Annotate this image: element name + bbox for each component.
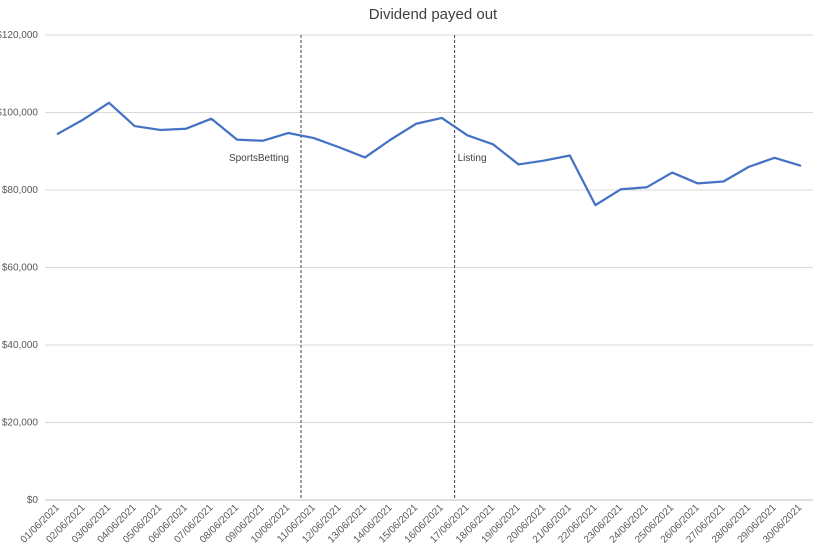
data-point <box>492 143 494 145</box>
data-point <box>210 118 212 120</box>
data-point <box>133 125 135 127</box>
y-tick-label: $20,000 <box>2 418 39 429</box>
data-point <box>466 134 468 136</box>
annotation-label: Listing <box>458 153 487 164</box>
y-tick-label: $100,000 <box>0 108 38 119</box>
data-point <box>415 123 417 125</box>
data-point <box>748 166 750 168</box>
data-point <box>364 156 366 158</box>
y-tick-label: $80,000 <box>2 185 39 196</box>
data-point <box>697 182 699 184</box>
data-point <box>594 204 596 206</box>
y-tick-label: $120,000 <box>0 30 38 41</box>
data-point <box>185 128 187 130</box>
data-point <box>261 140 263 142</box>
y-tick-label: $40,000 <box>2 340 39 351</box>
data-point <box>236 138 238 140</box>
data-point <box>287 132 289 134</box>
data-point <box>543 159 545 161</box>
data-point <box>441 117 443 119</box>
y-tick-label: $60,000 <box>2 263 39 274</box>
data-point <box>722 180 724 182</box>
data-point <box>773 157 775 159</box>
data-point <box>57 133 59 135</box>
series-line <box>56 101 802 207</box>
data-point <box>338 146 340 148</box>
data-point <box>620 188 622 190</box>
data-point <box>389 138 391 140</box>
data-point <box>517 163 519 165</box>
y-tick-label: $0 <box>27 495 39 506</box>
chart-title: Dividend payed out <box>369 6 498 23</box>
data-point <box>108 102 110 104</box>
annotation-label: SportsBetting <box>229 153 289 164</box>
data-point <box>799 164 801 166</box>
data-point <box>671 171 673 173</box>
data-point <box>569 154 571 156</box>
data-point <box>645 186 647 188</box>
data-point <box>159 129 161 131</box>
data-point <box>313 137 315 139</box>
data-point <box>82 118 84 120</box>
